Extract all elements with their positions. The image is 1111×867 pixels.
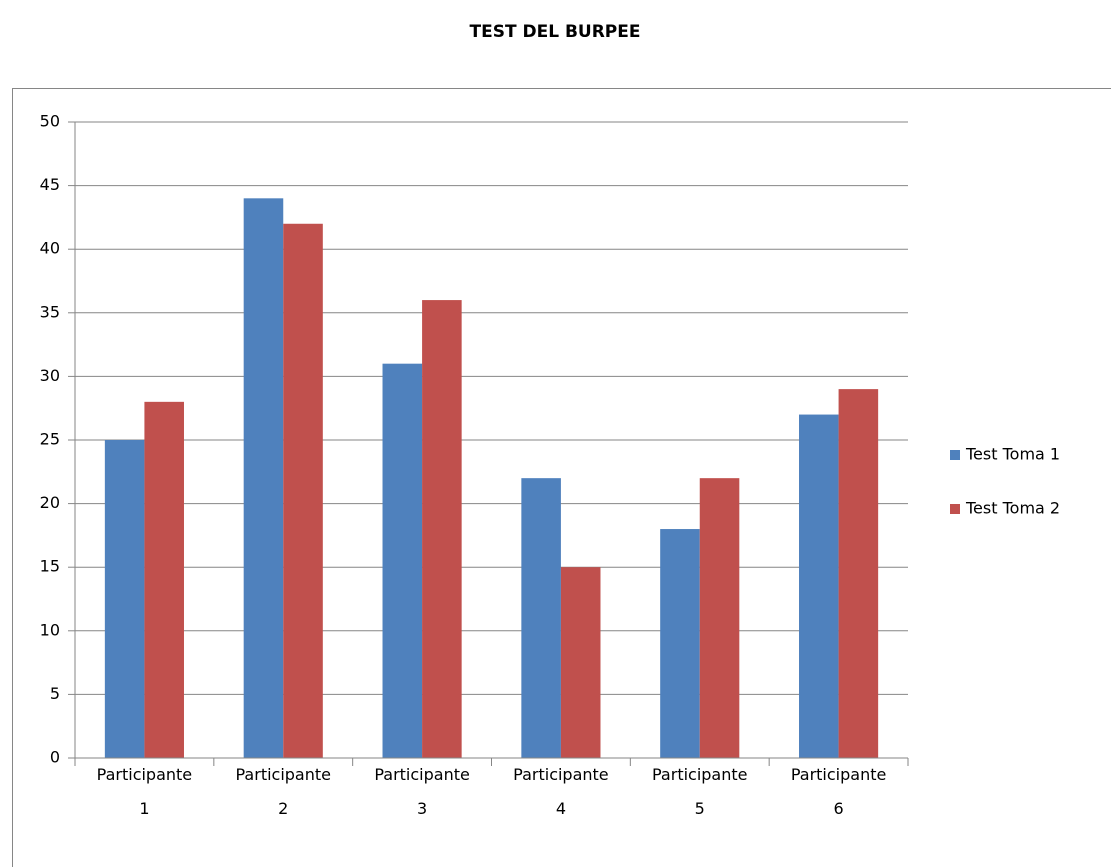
y-tick-label: 40 [40,239,60,258]
bar [560,567,601,758]
legend-swatch [950,504,960,514]
bar [660,529,700,758]
y-tick-label: 0 [50,748,60,767]
y-tick-label: 50 [40,112,60,131]
y-tick-label: 30 [40,366,60,385]
x-tick-label: Participante 5 [652,765,748,818]
x-tick-label: Participante 4 [513,765,609,818]
y-tick-label: 5 [50,684,60,703]
y-tick-label: 15 [40,557,60,576]
bar [382,363,423,758]
legend-label: Test Toma 2 [965,499,1060,518]
x-tick-label: Participante 6 [791,765,887,818]
y-tick-label: 35 [40,302,60,321]
bar [799,414,839,758]
y-tick-label: 25 [40,430,60,449]
bar [104,440,145,758]
bar [838,389,879,758]
bar [699,478,740,758]
bar [283,223,323,758]
chart-title: TEST DEL BURPEE [470,22,641,42]
x-tick-label: Participante 2 [236,765,332,818]
y-tick-label: 10 [40,620,60,639]
y-tick-label: 20 [40,493,60,512]
bar [521,478,561,758]
bar [243,198,284,758]
y-tick-label: 45 [40,175,60,194]
legend-swatch [950,450,960,460]
legend-label: Test Toma 1 [965,445,1060,464]
x-tick-label: Participante 3 [374,765,470,818]
bar [144,401,184,758]
bar [422,300,462,758]
x-tick-label: Participante 1 [97,765,193,818]
